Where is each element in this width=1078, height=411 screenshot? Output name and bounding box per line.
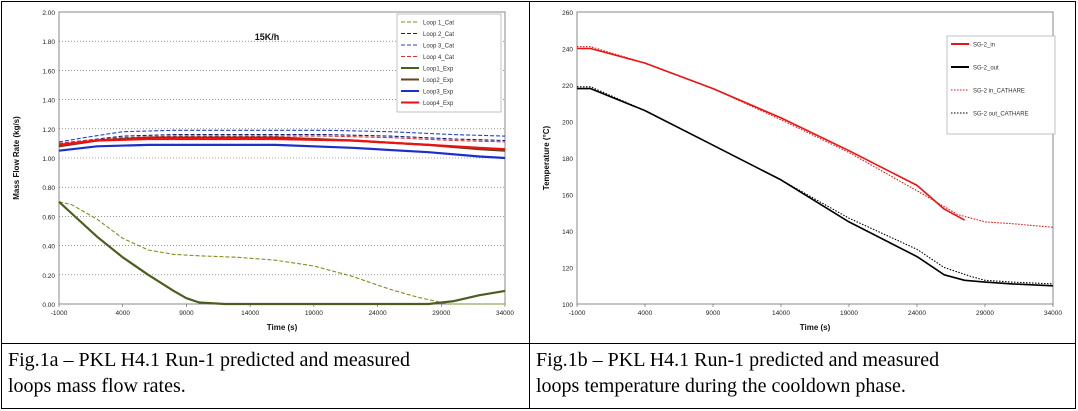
legend-label-loop-1-cat: Loop 1_Cat: [423, 21, 454, 27]
y-tick-label: 1.20: [42, 127, 55, 134]
y-axis-label: Temperature (°C): [542, 125, 551, 190]
column-divider: [529, 1, 530, 409]
legend-label-sg-2-out: SG-2_out: [973, 66, 999, 72]
x-tick-label: 29000: [432, 310, 450, 317]
y-tick-label: 260: [562, 10, 573, 17]
series-line-loop-3-cat: [58, 129, 506, 143]
y-tick-label: 240: [562, 47, 573, 54]
y-tick-label: 160: [562, 193, 573, 200]
y-tick-label: 180: [562, 156, 573, 163]
x-tick-label: -1000: [569, 310, 586, 317]
legend-label-sg-2-in: SG-2_in: [973, 43, 995, 49]
legend-box: [396, 13, 502, 113]
x-tick-label: 24000: [908, 310, 926, 317]
y-tick-label: 1.40: [42, 98, 55, 105]
y-tick-label: 0.40: [42, 244, 55, 251]
legend-label-loop-4-cat: Loop 4_Cat: [423, 55, 454, 61]
y-tick-label: 0.20: [42, 273, 55, 280]
x-tick-label: 19000: [840, 310, 858, 317]
legend-label-loop2-exp: Loop2_Exp: [423, 78, 454, 84]
series-line-sg-2-in: [577, 47, 965, 221]
series-line-sg-2-in-cathare: [577, 46, 1054, 228]
legend-label-sg-2-in-cathare: SG-2 in_CATHARE: [973, 89, 1025, 95]
series-line-sg-2-out-cathare: [577, 86, 1054, 285]
y-tick-label: 1.00: [42, 156, 55, 163]
y-tick-label: 120: [562, 266, 573, 273]
y-tick-label: 1.80: [42, 39, 55, 46]
legend-label-sg-2-out-cathare: SG-2 out_CATHARE: [973, 112, 1029, 118]
y-tick-label: 0.60: [42, 214, 55, 221]
row-divider: [1, 343, 1076, 344]
x-tick-label: 14000: [241, 310, 259, 317]
y-tick-label: 0.00: [42, 302, 55, 309]
x-tick-label: 34000: [1044, 310, 1062, 317]
y-axis-label: Mass Flow Rate (kg/s): [12, 116, 21, 200]
legend-box: [946, 35, 1056, 135]
legend-label-loop4-exp: Loop4_Exp: [423, 101, 454, 107]
x-tick-label: 14000: [772, 310, 790, 317]
caption-fig1b-line1: Fig.1b – PKL H4.1 Run-1 predicted and me…: [536, 349, 940, 371]
x-axis-label: Time (s): [800, 323, 831, 332]
x-tick-label: 29000: [976, 310, 994, 317]
y-tick-label: 0.80: [42, 185, 55, 192]
caption-fig1a: Fig.1a – PKL H4.1 Run-1 predicted and me…: [8, 347, 523, 399]
legend-label-loop1-exp: Loop1_Exp: [423, 67, 454, 73]
series-line-loop1-exp: [58, 200, 506, 306]
x-tick-label: 9000: [179, 310, 194, 317]
x-tick-label: 9000: [706, 310, 721, 317]
y-tick-label: 200: [562, 120, 573, 127]
caption-fig1b: Fig.1b – PKL H4.1 Run-1 predicted and me…: [536, 347, 1071, 399]
x-tick-label: 34000: [496, 310, 514, 317]
caption-fig1a-line2: loops mass flow rates.: [8, 375, 186, 397]
chart-panel-left: 0.00 0.20 0.40 0.60 0.80 1.00 1.20 1.40 1.60 1.80…: [7, 6, 523, 338]
y-tick-label: 100: [562, 302, 573, 309]
chart-title: 15K/h: [255, 32, 280, 42]
legend-label-loop3-exp: Loop3_Exp: [423, 90, 454, 96]
y-tick-label: 220: [562, 83, 573, 90]
legend-label-loop-3-cat: Loop 3_Cat: [423, 44, 454, 50]
temperature-chart: 100 120 140 160 180 200 220 240 260 -1000 4000 9000…: [542, 10, 1062, 332]
chart-panel-right: 100 120 140 160 180 200 220 240 260 -1000 4000 9000…: [537, 6, 1069, 338]
y-tick-label: 2.00: [42, 10, 55, 17]
series-line-loop4-exp: [58, 137, 506, 151]
x-axis-label: Time (s): [267, 323, 298, 332]
y-tick-label: 140: [562, 229, 573, 236]
legend-label-loop-2-cat: Loop 2_Cat: [423, 32, 454, 38]
x-tick-label: -1000: [51, 310, 68, 317]
caption-fig1a-line1: Fig.1a – PKL H4.1 Run-1 predicted and me…: [8, 349, 410, 371]
caption-fig1b-line2: loops temperature during the cooldown ph…: [536, 375, 906, 397]
x-tick-label: 4000: [115, 310, 130, 317]
y-tick-label: 1.60: [42, 68, 55, 75]
x-tick-label: 4000: [638, 310, 653, 317]
mass-flow-chart: 0.00 0.20 0.40 0.60 0.80 1.00 1.20 1.40 1.60 1.80…: [12, 10, 514, 332]
x-tick-label: 24000: [369, 310, 387, 317]
series-line-loop3-exp: [58, 143, 506, 160]
x-tick-label: 19000: [305, 310, 323, 317]
